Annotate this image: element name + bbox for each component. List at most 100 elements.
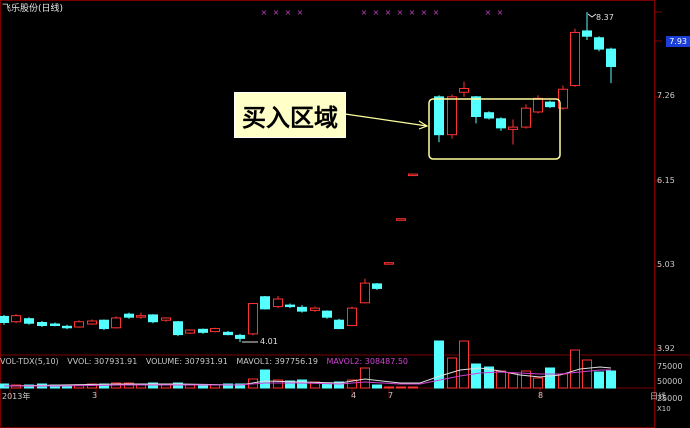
vol-tick-label: 75000 (657, 362, 683, 371)
candle-up (136, 315, 146, 318)
candle-down (235, 334, 245, 339)
candle-down (198, 328, 208, 333)
candle-up (111, 317, 121, 329)
volume-bar (496, 370, 506, 389)
volume-bar (148, 382, 158, 389)
volume-legend-item: MAVOL2: 308487.50 (326, 357, 409, 366)
candle-up (347, 307, 357, 327)
candle-up (310, 307, 320, 311)
candle-down (0, 315, 9, 323)
volume-bar (508, 372, 518, 389)
x-tick-label: 日线 (650, 392, 666, 401)
volume-bar (260, 369, 270, 389)
volume-bar (533, 377, 543, 389)
candle-down (594, 37, 604, 50)
candle-down (434, 96, 444, 136)
high-marker-arrow (587, 13, 597, 18)
signal-marker: × (409, 8, 416, 17)
signal-marker: × (285, 8, 292, 17)
signal-marker: × (397, 8, 404, 17)
candle-down (582, 30, 592, 37)
buy-zone-box (428, 98, 561, 160)
candle-up (459, 87, 469, 93)
volume-bar (447, 357, 457, 389)
volume-bar (459, 340, 469, 389)
volume-legend-item: VVOL: 307931.91 (67, 357, 138, 366)
volume-bar (484, 366, 494, 389)
volume-bar (372, 384, 382, 389)
vol-tick-label: 25000 (657, 394, 683, 403)
volume-legend-item: VOL-TDX(5,10) (0, 357, 59, 366)
y-tick-label: 3.92 (657, 344, 675, 353)
candle-up (447, 96, 457, 136)
volume-bar (124, 382, 134, 389)
candle-up (87, 320, 97, 325)
current-price-tag: 7.93 (666, 36, 690, 47)
candle-down (484, 112, 494, 119)
volume-legend-item: MAVOL1: 397756.19 (236, 357, 318, 366)
signal-marker: × (433, 8, 440, 17)
volume-bar (360, 367, 370, 389)
candle-up (248, 303, 258, 335)
candle-down (99, 319, 109, 330)
volume-bar (606, 370, 616, 389)
candle-up (210, 328, 220, 333)
signal-marker: × (273, 8, 280, 17)
volume-bar (434, 340, 444, 389)
signal-marker: × (373, 8, 380, 17)
candle-down (173, 321, 183, 336)
volume-bar (582, 359, 592, 389)
volume-bar (521, 370, 531, 389)
candle-up (74, 321, 84, 328)
candle-up (521, 107, 531, 128)
volume-bar (384, 386, 394, 389)
signal-marker: × (361, 8, 368, 17)
candle-down (50, 323, 60, 327)
volume-bar (471, 363, 481, 389)
x-tick-label: 2013年 (2, 392, 31, 401)
candle-up (396, 218, 406, 221)
candle-down (297, 306, 307, 312)
window-title: 飞乐股份(日线) (2, 4, 64, 14)
candle-down (545, 101, 555, 108)
x-tick-label: 4 (351, 391, 357, 400)
volume-bar (297, 379, 307, 389)
candle-down (37, 321, 47, 327)
candle-down (148, 314, 158, 323)
candle-up (185, 329, 195, 334)
candle-down (322, 310, 332, 318)
signal-marker: × (297, 8, 304, 17)
annotation-arrowhead (418, 120, 429, 130)
candle-down (606, 48, 616, 68)
volume-bar (223, 383, 233, 389)
signal-marker: × (421, 8, 428, 17)
annotation-pointer (344, 113, 428, 127)
candle-down (62, 325, 72, 329)
volume-bar (334, 381, 344, 389)
x-tick-label: 3 (92, 391, 98, 400)
volume-legend: VOL-TDX(5,10) VVOL: 307931.91 VOLUME: 30… (0, 357, 414, 366)
candle-down (496, 118, 506, 129)
volume-bar (235, 383, 245, 389)
volume-bar (347, 379, 357, 389)
low-price-marker: 4.01 (260, 337, 278, 346)
candle-down (24, 318, 34, 324)
candle-down (471, 96, 481, 118)
candle-down (124, 313, 134, 318)
x-tick-label: 8 (538, 391, 544, 400)
volume-bar (285, 380, 295, 389)
signal-marker: × (261, 8, 268, 17)
candle-down (260, 296, 270, 310)
volume-bar (408, 386, 418, 389)
vol-tick-label: 50000 (657, 377, 683, 386)
signal-marker: × (497, 8, 504, 17)
candle-up (11, 315, 21, 323)
candle-up (360, 282, 370, 304)
candle-down (223, 331, 233, 336)
candle-up (273, 298, 283, 308)
candle-up (408, 173, 418, 177)
high-price-marker: 8.37 (596, 13, 614, 22)
buy-zone-annotation: 买入区域 (234, 92, 346, 138)
candle-up (533, 97, 543, 113)
